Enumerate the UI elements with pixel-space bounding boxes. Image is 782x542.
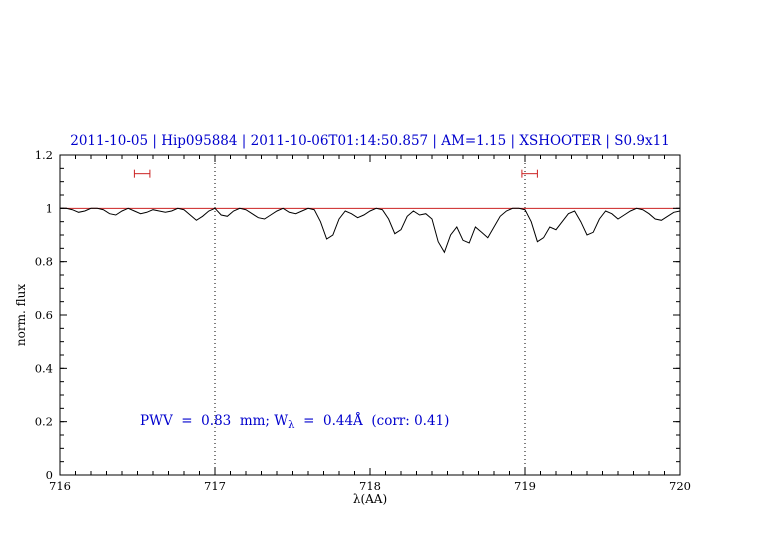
- y-tick-label: 0.4: [35, 361, 53, 375]
- y-tick-label: 0.6: [35, 308, 53, 322]
- pwv-annotation: PWV = 0.83 mm; Wλ = 0.44Å (corr: 0.41): [140, 413, 449, 431]
- y-tick-label: 0.8: [35, 255, 53, 269]
- chart-title: 2011-10-05 | Hip095884 | 2011-10-06T01:1…: [70, 133, 670, 149]
- x-tick-label: 720: [669, 479, 691, 493]
- pwv-annotation-lambda-subscript: λ: [288, 420, 295, 431]
- x-tick-label: 716: [49, 479, 71, 493]
- spectrum-line: [60, 207, 681, 254]
- x-tick-label: 718: [359, 479, 381, 493]
- pwv-annotation-post: = 0.44Å (corr: 0.41): [294, 413, 450, 429]
- tick-labels: 716 717 718 719 720 0 0.2 0.4 0.6 0.8 1 1.2: [35, 148, 691, 493]
- y-tick-label: 0.2: [35, 415, 53, 429]
- axis-ticks: [59, 154, 681, 476]
- y-tick-label: 1: [46, 201, 53, 215]
- pwv-annotation-pre: PWV = 0.83 mm; W: [140, 413, 289, 429]
- axes-frame: [59, 154, 681, 476]
- y-tick-label: 0: [46, 468, 53, 482]
- band-range-markers: [133, 169, 538, 178]
- dotted-vlines: [214, 155, 526, 475]
- x-tick-label: 719: [514, 479, 536, 493]
- x-axis-label: λ(AA): [352, 492, 388, 506]
- x-tick-label: 717: [204, 479, 226, 493]
- y-tick-label: 1.2: [35, 148, 53, 162]
